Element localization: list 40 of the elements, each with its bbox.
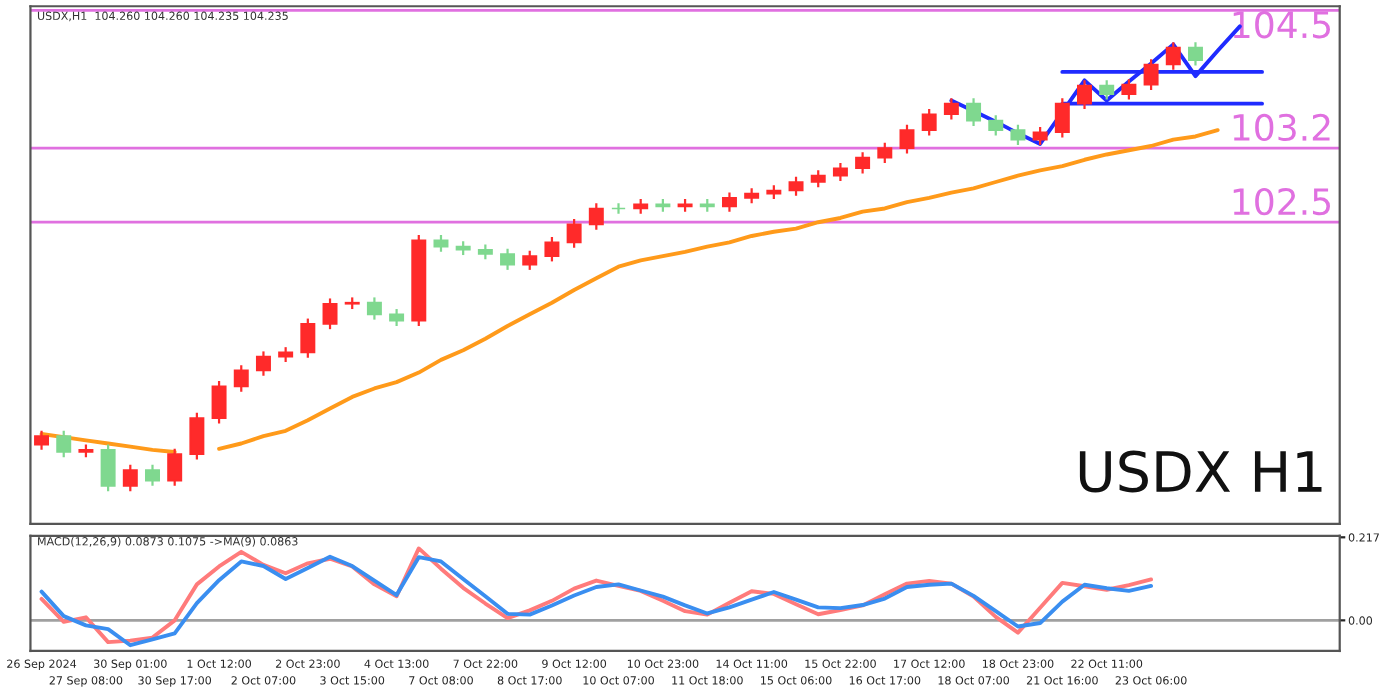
candlestick [500, 247, 516, 271]
candlestick [899, 123, 915, 155]
candlestick [1054, 97, 1070, 139]
candlestick [100, 443, 116, 493]
candlestick [943, 97, 959, 121]
candlestick [588, 202, 604, 231]
candlestick [1187, 41, 1203, 67]
annotation: USDX H1 [1079, 450, 1322, 493]
candlestick [1121, 78, 1137, 101]
candlestick [145, 463, 160, 487]
ref-line-label: 102.5 [1233, 187, 1331, 216]
candlestick [233, 364, 249, 393]
candlestick [211, 379, 227, 425]
candlestick [1099, 79, 1115, 101]
candlestick [1143, 58, 1159, 91]
candlestick [122, 463, 138, 493]
candlestick [921, 107, 937, 137]
candlestick [1165, 41, 1181, 71]
candlestick [300, 317, 316, 359]
candlestick [877, 141, 893, 165]
candlestick [56, 429, 72, 459]
candlestick [566, 217, 582, 249]
candlestick [1077, 79, 1093, 111]
candlestick [255, 350, 271, 377]
candlestick [611, 202, 626, 215]
candlestick [855, 151, 871, 175]
ref-line-label: 104.5 [1233, 11, 1331, 39]
candlestick [788, 175, 804, 197]
candlestick [167, 447, 183, 487]
candlestick [1010, 123, 1026, 147]
candlestick [34, 429, 50, 451]
candlestick [544, 235, 560, 263]
candlestick [721, 191, 737, 213]
candlestick [189, 411, 205, 461]
ref-line-label: 103.2 [1233, 113, 1330, 142]
candlestick [522, 249, 538, 271]
candlestick [966, 97, 982, 127]
candlestick [988, 114, 1004, 137]
candlestick [322, 297, 338, 331]
candlestick [366, 296, 382, 321]
